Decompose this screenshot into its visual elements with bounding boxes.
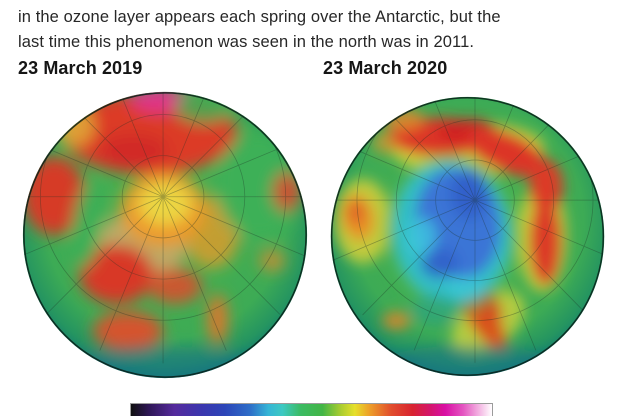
ozone-colorbar [130,403,493,416]
globe-2019-limb [23,92,307,378]
globe-2020-graticule [330,96,605,363]
colorbar-gradient [131,404,492,416]
caption-line-1: in the ozone layer appears each spring o… [18,8,501,26]
caption-line-2: last time this phenomenon was seen in th… [18,33,475,51]
caption-text: in the ozone layer appears each spring o… [18,5,501,55]
globe-2020-limb [330,97,605,376]
globe-2019-graticule [22,91,308,364]
globe-2020-ozone-regions [334,108,567,377]
globe-2019-map [22,91,308,379]
globe-2020-map [330,96,605,377]
globe-2019-ozone-regions [22,91,302,379]
panel-title-2020: 23 March 2020 [323,58,448,78]
panel-title-2019: 23 March 2019 [18,58,143,78]
